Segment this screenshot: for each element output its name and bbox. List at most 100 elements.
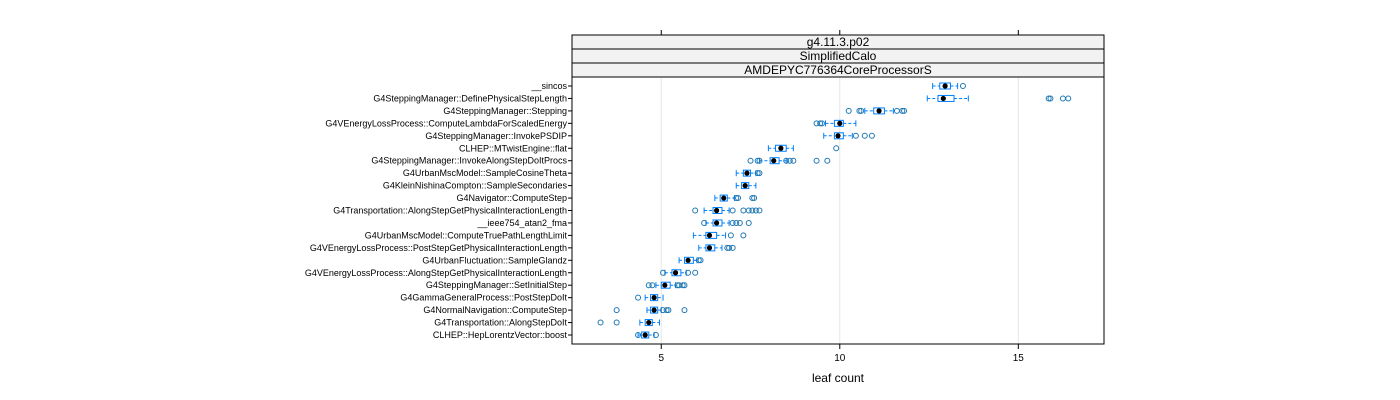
outlier-point: [665, 307, 672, 314]
category-label: G4Navigator::ComputeStep: [456, 193, 567, 203]
median-dot: [714, 207, 720, 214]
box-1: [926, 94, 1072, 102]
median-dot: [662, 282, 668, 288]
median-dot: [642, 332, 648, 338]
outlier-point: [681, 282, 688, 289]
box-2: [845, 107, 908, 115]
strip-2-label: SimplifiedCalo: [800, 49, 877, 63]
median-dot: [876, 108, 882, 114]
outlier-point: [685, 269, 692, 276]
box-iqr: [719, 194, 728, 202]
category-label: __ieee754_atan2_fma: [476, 218, 567, 228]
outlier-point: [756, 207, 763, 214]
box-iqr: [873, 107, 885, 115]
box-iqr: [671, 269, 682, 277]
outlier-point: [783, 157, 790, 164]
outlier-point: [681, 307, 688, 314]
outlier-point: [868, 132, 875, 139]
outlier-point: [729, 207, 736, 214]
outlier-point: [833, 145, 840, 152]
box-iqr: [650, 306, 659, 314]
category-label: CLHEP::MTwistEngine::flat: [459, 143, 568, 153]
box-iqr: [683, 256, 694, 264]
box-iqr: [939, 82, 951, 90]
outlier-point: [740, 207, 747, 214]
outlier-point: [818, 120, 825, 127]
box-5: [767, 144, 840, 152]
category-label: G4UrbanFluctuation::SampleGlandz: [422, 255, 567, 265]
outlier-point: [729, 219, 736, 226]
x-tick-label-15: 15: [1013, 353, 1025, 364]
strip-3-label: AMDEPYC776364CoreProcessorS: [744, 63, 931, 77]
outlier-point: [613, 307, 620, 314]
box-8: [735, 182, 757, 190]
outlier-point: [692, 207, 699, 214]
outlier-point: [1059, 95, 1066, 102]
category-label: G4UrbanMscModel::SampleCosineTheta: [403, 168, 567, 178]
outlier-point: [1047, 95, 1054, 102]
outlier-point: [858, 107, 865, 114]
x-tick-label-10: 10: [834, 353, 846, 364]
category-label: G4SteppingManager::DefinePhysicalStepLen…: [373, 93, 567, 103]
category-label: G4GammaGeneralProcess::PostStepDoIt: [400, 293, 567, 303]
box-16: [645, 281, 688, 289]
box-iqr: [937, 94, 955, 102]
outlier-point: [1065, 95, 1072, 102]
box-iqr: [741, 182, 750, 190]
outlier-point: [692, 269, 699, 276]
median-dot: [778, 145, 784, 151]
outlier-point: [959, 83, 966, 89]
median-dot: [646, 319, 652, 326]
median-dot: [706, 245, 713, 251]
category-label: G4SteppingManager::InvokeAlongStepDoItPr…: [371, 156, 567, 166]
boxes: [597, 82, 1072, 339]
outlier-point: [729, 244, 736, 251]
outlier-point: [733, 195, 740, 202]
box-iqr: [775, 144, 787, 152]
outlier-point: [679, 282, 686, 289]
outlier-point: [645, 282, 652, 289]
outlier-point: [756, 157, 763, 164]
outlier-point: [824, 157, 831, 164]
outlier-point: [736, 219, 743, 226]
outlier-point: [649, 282, 656, 289]
outlier-point: [852, 132, 859, 139]
median-dot: [835, 133, 841, 139]
category-label: G4Transportation::AlongStepGetPhysicalIn…: [333, 206, 567, 216]
x-tick-label-5: 5: [658, 353, 664, 364]
outlier-point: [660, 269, 667, 276]
category-label: G4VEnergyLossProcess::AlongStepGetPhysic…: [305, 268, 567, 278]
box-11: [701, 219, 752, 227]
outlier-point: [597, 319, 604, 326]
outlier-point: [635, 332, 642, 338]
outlier-point: [901, 107, 908, 114]
box-iqr: [712, 219, 723, 227]
box-7: [735, 169, 763, 177]
outlier-point: [1045, 95, 1052, 102]
outlier-point: [697, 257, 704, 264]
box-13: [698, 244, 736, 252]
outlier-point: [754, 170, 761, 177]
category-labels: __sincosG4SteppingManager::DefinePhysica…: [305, 81, 572, 340]
outlier-point: [727, 232, 734, 239]
outlier-point: [663, 307, 670, 314]
outlier-point: [752, 207, 759, 214]
median-dot: [771, 158, 777, 164]
box-9: [714, 194, 758, 202]
box-15: [660, 269, 699, 277]
outlier-point: [749, 207, 756, 214]
category-label: G4SteppingManager::InvokePSDIP: [425, 131, 567, 141]
outlier-point: [856, 107, 863, 114]
category-label: G4NormalNavigation::ComputeStep: [423, 305, 567, 315]
box-iqr: [742, 169, 752, 177]
category-label: G4KleinNishinaCompton::SampleSecondaries: [383, 181, 568, 191]
outlier-point: [735, 195, 742, 202]
box-17: [635, 294, 664, 302]
outlier-point: [899, 107, 906, 114]
box-iqr: [769, 157, 780, 165]
box-iqr: [650, 294, 659, 302]
strip-headers: g4.11.3.p02 SimplifiedCalo AMDEPYC776364…: [571, 34, 1105, 78]
outlier-point: [893, 107, 900, 114]
median-dot: [742, 183, 748, 189]
